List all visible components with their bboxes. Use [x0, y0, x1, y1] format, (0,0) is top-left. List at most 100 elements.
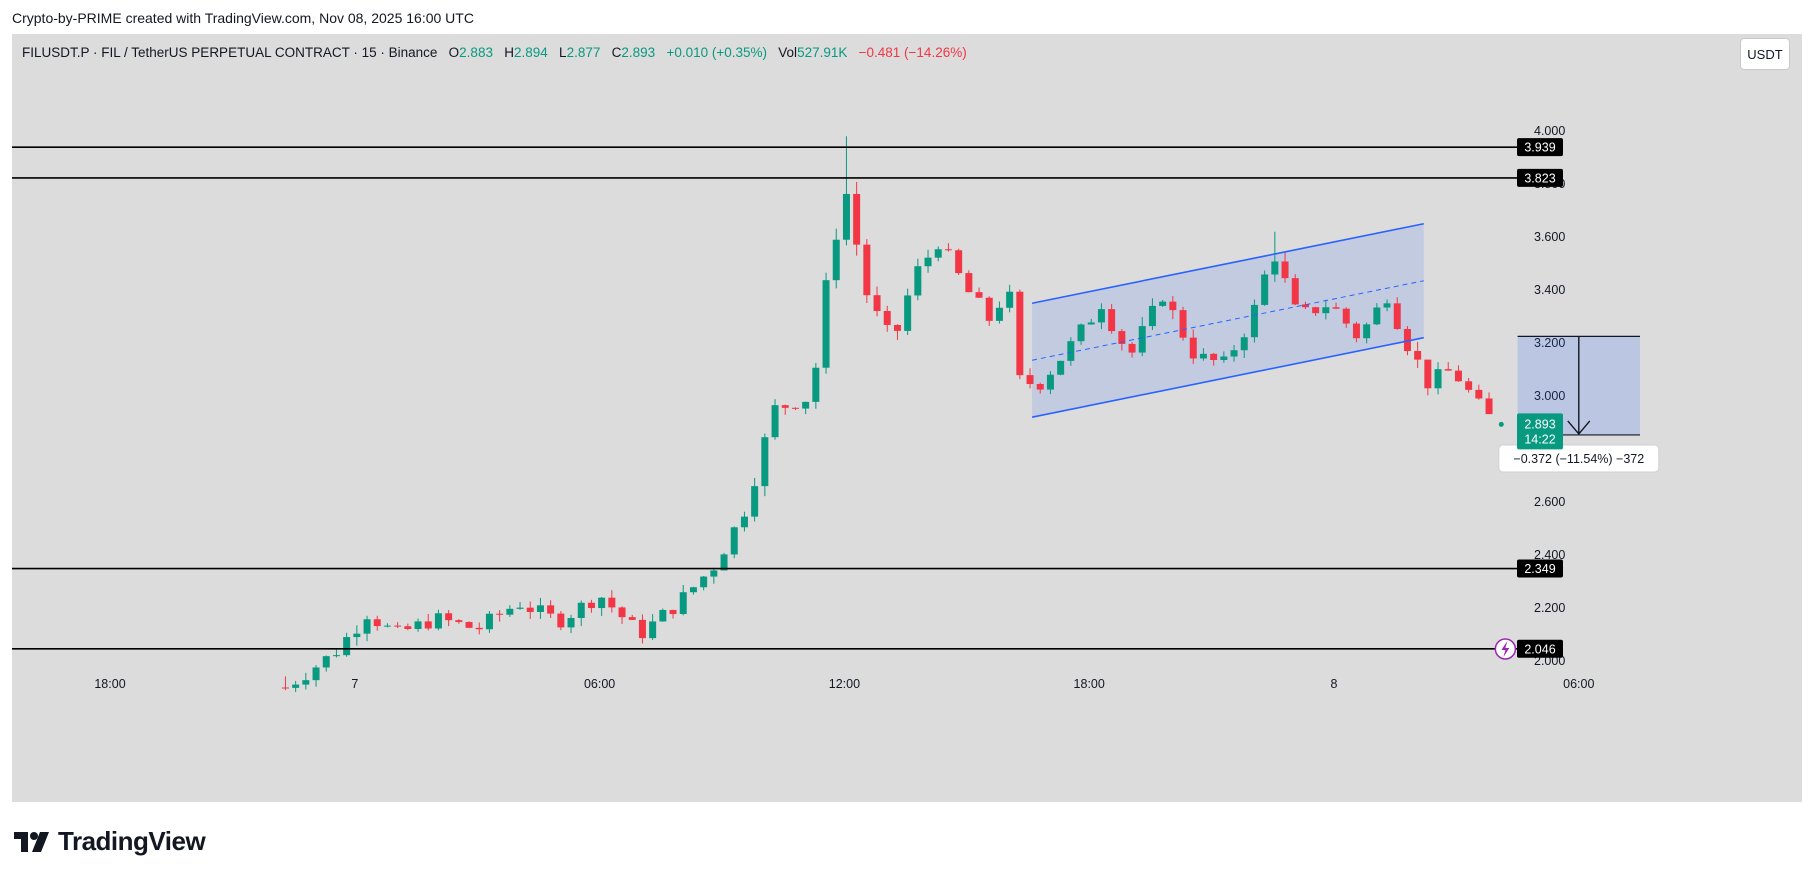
- candle-body: [710, 570, 718, 577]
- candle-body: [475, 627, 483, 630]
- candle-body: [1046, 374, 1054, 390]
- candle-body: [1271, 261, 1279, 275]
- high-value: 2.894: [513, 45, 548, 60]
- candle-body: [1169, 301, 1177, 311]
- candle-body: [975, 292, 983, 298]
- candle-body: [1148, 305, 1156, 327]
- candle-body: [1067, 341, 1075, 361]
- y-tick-label: 2.200: [1534, 601, 1565, 615]
- candle-body: [1444, 369, 1452, 371]
- y-tick-label: 3.000: [1534, 389, 1565, 403]
- candle-body: [659, 609, 667, 622]
- candle-body: [944, 249, 952, 251]
- tradingview-brand: TradingView: [58, 826, 206, 856]
- candle-body: [1332, 307, 1340, 309]
- candle-body: [353, 633, 361, 638]
- candle-body: [965, 273, 973, 293]
- candle-body: [618, 607, 626, 618]
- x-tick-label: 06:00: [584, 677, 615, 691]
- candle-body: [1322, 307, 1330, 314]
- level-price-tag: [1517, 168, 1563, 187]
- candle-body: [516, 607, 524, 609]
- chart-area[interactable]: 2.0002.2002.4002.6002.8003.0003.2003.400…: [12, 34, 1802, 802]
- candle-body: [598, 597, 606, 609]
- candle-body: [506, 608, 514, 615]
- candle-body: [740, 516, 748, 528]
- channel-lower-line: [1031, 336, 1424, 418]
- candle-body: [628, 617, 636, 620]
- last-price-label: 2.893: [1524, 417, 1555, 431]
- measure-label: −0.372 (−11.54%) −372: [1513, 452, 1644, 466]
- candle-body: [1128, 343, 1136, 353]
- candle-body: [1403, 328, 1411, 352]
- candle-body: [1138, 326, 1146, 353]
- candle-body: [302, 680, 310, 685]
- candle-body: [985, 297, 993, 321]
- candle-body: [608, 597, 616, 608]
- candle-body: [1087, 322, 1095, 325]
- candle-body: [649, 621, 657, 639]
- candle-body: [791, 407, 799, 409]
- candle-body: [1301, 304, 1309, 308]
- measure-label-box: [1498, 444, 1660, 473]
- candle-body: [567, 618, 575, 628]
- candle-body: [1393, 303, 1401, 329]
- lightning-bolt: [1501, 641, 1510, 657]
- y-tick-label: 3.200: [1534, 336, 1565, 350]
- candle-body: [445, 613, 453, 621]
- candle-body: [812, 367, 820, 402]
- candle-body: [700, 576, 708, 588]
- candle-body: [914, 266, 922, 296]
- candle-body: [1016, 291, 1024, 376]
- y-tick-label: 2.600: [1534, 495, 1565, 509]
- candle-series: [281, 136, 1493, 693]
- candle-body: [730, 527, 738, 555]
- volume-label: Vol: [778, 45, 798, 60]
- candle-body: [1373, 307, 1381, 325]
- candle-body: [1434, 369, 1442, 389]
- open-value: 2.883: [459, 45, 493, 60]
- candle-body: [1352, 323, 1360, 339]
- candle-body: [455, 620, 463, 623]
- candle-body: [363, 619, 371, 634]
- level-price-label: 3.939: [1524, 141, 1555, 155]
- candle-body: [1281, 261, 1289, 279]
- candle-body: [771, 405, 779, 438]
- candle-body: [536, 605, 544, 612]
- price-chart[interactable]: 2.0002.2002.4002.6002.8003.0003.2003.400…: [12, 34, 1802, 802]
- candle-body: [1230, 350, 1238, 357]
- candle-body: [822, 280, 830, 368]
- candle-body: [1363, 324, 1371, 339]
- volume-change: −0.481 (−14.26%): [858, 45, 967, 60]
- candle-body: [781, 405, 789, 408]
- candle-body: [904, 295, 912, 331]
- currency-button[interactable]: USDT: [1740, 38, 1790, 70]
- candle-body: [1210, 353, 1218, 361]
- candle-body: [1220, 356, 1228, 361]
- candle-body: [883, 311, 891, 325]
- level-price-label: 2.349: [1524, 562, 1555, 576]
- candle-body: [638, 619, 646, 639]
- candle-body: [955, 250, 963, 274]
- candle-body: [751, 486, 759, 517]
- y-tick-label: 3.400: [1534, 283, 1565, 297]
- tradingview-logo[interactable]: TradingView: [14, 826, 206, 857]
- candle-body: [292, 684, 300, 688]
- symbol-legend: FILUSDT.P · FIL / TetherUS PERPETUAL CON…: [22, 45, 967, 60]
- level-price-tag: [1517, 639, 1563, 658]
- level-price-tag: [1517, 559, 1563, 578]
- close-label: C: [611, 45, 622, 60]
- candle-body: [1414, 351, 1422, 360]
- candle-body: [485, 613, 493, 630]
- candle-body: [424, 621, 432, 629]
- candle-body: [577, 602, 585, 619]
- channel-upper-line: [1031, 222, 1424, 305]
- candle-body: [720, 554, 728, 571]
- candle-body: [761, 437, 769, 487]
- candle-body: [669, 609, 677, 615]
- candle-body: [934, 249, 942, 258]
- candle-body: [1159, 301, 1167, 306]
- candle-body: [587, 602, 595, 609]
- candle-body: [1108, 309, 1116, 332]
- x-tick-label: 8: [1331, 677, 1338, 691]
